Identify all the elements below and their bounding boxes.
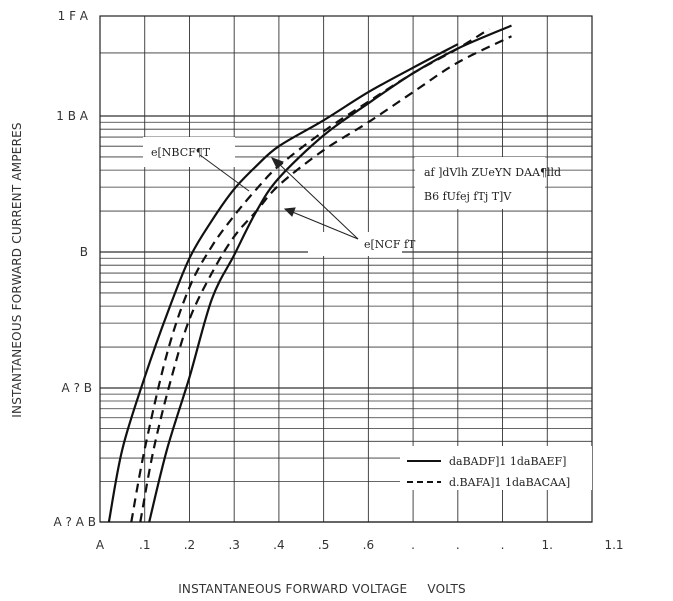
x-tick-labels: A .1 .2 .3 .4 .5 .6... 1. 1.1: [96, 538, 624, 552]
pointer-right-lower: [289, 210, 359, 240]
pointer-left: [199, 154, 250, 192]
y-tick-label: A ? A B: [54, 515, 96, 529]
y-axis-title: INSTANTANEOUS FORWARD CURRENT AMPERES: [10, 122, 24, 417]
pointer-right-lower-arrowhead: [283, 207, 296, 217]
series-3-dashed-curve: [130, 28, 490, 523]
pointer-right-upper-arrowhead: [270, 157, 284, 169]
curves: [107, 24, 512, 523]
y-tick-label: 1 B A: [56, 109, 88, 123]
x-tick-label: .: [501, 538, 505, 552]
curve-label-right: e[NCF fT: [364, 238, 416, 251]
legend-solid-label: daBADF]1 1daBAEF]: [449, 455, 566, 468]
series-1-solid-curve: [107, 43, 459, 523]
pointer-right-upper: [276, 161, 359, 240]
x-tick-label: .2: [184, 538, 195, 552]
grid: [100, 15, 592, 523]
curve-label-left: e[NBCF¶T: [151, 146, 211, 159]
condition-line-2: B6 fUfej fTj T]V: [424, 190, 512, 203]
plot-frame: [99, 15, 593, 523]
x-tick-label: .4: [273, 538, 284, 552]
x-tick-label: .6: [363, 538, 374, 552]
legend-dashed-label: d.BAFA]1 1daBACAA]: [449, 476, 570, 489]
x-tick-label: .: [456, 538, 460, 552]
x-tick-label: 1.1: [604, 538, 623, 552]
x-tick-label: .: [411, 538, 415, 552]
y-tick-label: 1 F A: [58, 9, 89, 23]
y-tick-label: B: [80, 245, 88, 259]
y-tick-label: A ? B: [62, 381, 92, 395]
x-axis-title: INSTANTANEOUS FORWARD VOLTAGE VOLTS: [178, 582, 466, 596]
x-tick-label: .5: [318, 538, 329, 552]
series-4-dashed-curve: [139, 35, 512, 523]
condition-line-1: af ]dVlh ZUeYN DAA¶lld: [424, 166, 561, 179]
x-tick-label: 1.: [542, 538, 553, 552]
y-tick-labels: 1 F A 1 B A B A ? B A ? A B: [54, 9, 96, 529]
x-tick-label: .3: [228, 538, 239, 552]
x-tick-label: .1: [139, 538, 150, 552]
conditions-box: [415, 157, 545, 209]
annotation-box-left: [143, 137, 235, 167]
annotation-pointers: [199, 154, 359, 240]
x-tick-label: A: [96, 538, 105, 552]
